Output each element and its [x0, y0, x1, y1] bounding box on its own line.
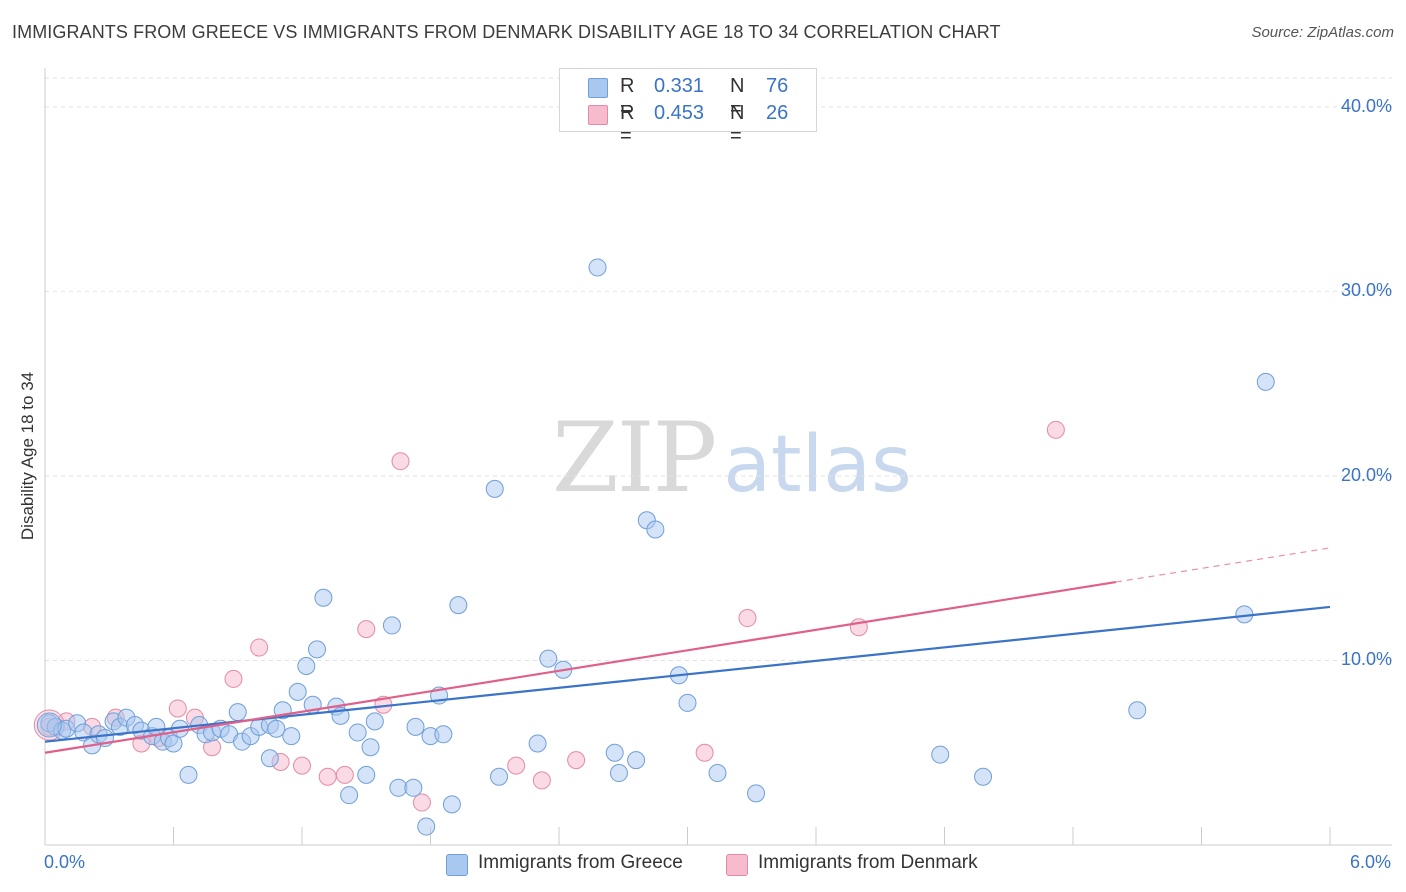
n-value: 26 [766, 102, 789, 124]
denmark-point [532, 771, 551, 790]
greece-point [609, 764, 628, 783]
denmark-legend-label: Immigrants from Denmark [758, 852, 978, 873]
denmark-point [318, 767, 337, 786]
greece-point [485, 479, 504, 498]
greece-point [361, 738, 380, 757]
denmark-point [168, 699, 187, 718]
greece-point [605, 743, 624, 762]
denmark-point [391, 452, 410, 471]
source-credit: Source: ZipAtlas.com [1251, 24, 1394, 41]
n-label: N = [730, 102, 745, 147]
greece-points [36, 258, 1275, 836]
r-value: 0.453 [654, 102, 705, 124]
denmark-point [250, 638, 269, 657]
denmark-point [224, 669, 243, 688]
greece-point [179, 765, 198, 784]
denmark-point [695, 743, 714, 762]
greece-point [646, 520, 665, 539]
greece-point [678, 693, 697, 712]
y-tick-label: 20.0% [1340, 464, 1392, 485]
greece-point [442, 795, 461, 814]
greece-point [357, 765, 376, 784]
chart-title: IMMIGRANTS FROM GREECE VS IMMIGRANTS FRO… [12, 22, 1001, 42]
denmark-point [412, 793, 431, 812]
greece-point [417, 817, 436, 836]
greece-point [307, 640, 326, 659]
denmark-point [507, 756, 526, 775]
greece-point [539, 649, 558, 668]
greece-point [931, 745, 950, 764]
greece-point [389, 778, 408, 797]
watermark-atlas: atlas [723, 420, 912, 510]
y-tick-label: 10.0% [1340, 649, 1392, 670]
watermark-zip: ZIP [552, 402, 717, 514]
denmark-point [567, 751, 586, 770]
greece-point [382, 616, 401, 635]
greece-point [747, 784, 766, 803]
trend-lines [44, 547, 1331, 754]
greece-legend-swatch [446, 854, 468, 876]
greece-point [228, 703, 247, 722]
greece-point [288, 682, 307, 701]
r-value: 0.331 [654, 75, 705, 97]
greece-point [404, 778, 423, 797]
greece-point [434, 725, 453, 744]
greece-swatch [588, 78, 608, 98]
denmark-legend-swatch [726, 854, 748, 876]
denmark-points [33, 420, 1065, 812]
denmark-trend-extension [1115, 547, 1331, 583]
greece-point [449, 596, 468, 615]
greece-point [348, 723, 367, 742]
greece-point [490, 767, 509, 786]
denmark-point [738, 609, 757, 628]
greece-point [260, 749, 279, 768]
denmark-point [357, 620, 376, 639]
x-tick-label-max: 6.0% [1350, 852, 1392, 872]
greece-point [406, 717, 425, 736]
gridlines [45, 77, 1392, 661]
y-tick-label: 40.0% [1340, 95, 1392, 116]
watermark: ZIP atlas [552, 402, 912, 514]
denmark-point [335, 765, 354, 784]
stats-legend: R = 0.331 N = 76 R = 0.453 N = 26 [559, 68, 817, 147]
greece-point [1256, 372, 1275, 391]
greece-cluster-point [36, 712, 62, 738]
n-value: 76 [766, 75, 789, 97]
greece-point [340, 786, 359, 805]
x-tick-label-min: 0.0% [44, 852, 86, 872]
denmark-trend-line [44, 580, 1117, 754]
r-label: R = [620, 75, 635, 120]
denmark-swatch [588, 105, 608, 125]
greece-point [297, 657, 316, 676]
greece-point [365, 712, 384, 731]
greece-point [708, 764, 727, 783]
greece-legend-label: Immigrants from Greece [478, 852, 683, 873]
greece-point [974, 767, 993, 786]
greece-point [627, 751, 646, 770]
greece-point [267, 719, 286, 738]
denmark-point [293, 756, 311, 775]
denmark-point [1046, 420, 1065, 439]
r-label: R = [620, 102, 635, 147]
y-axis-label: Disability Age 18 to 34 [18, 371, 37, 541]
y-tick-label: 30.0% [1340, 280, 1392, 301]
greece-point [528, 734, 547, 753]
greece-point [282, 727, 301, 746]
greece-point [588, 258, 607, 277]
n-label: N = [730, 75, 745, 120]
greece-point [1128, 701, 1147, 720]
greece-point [314, 588, 333, 607]
